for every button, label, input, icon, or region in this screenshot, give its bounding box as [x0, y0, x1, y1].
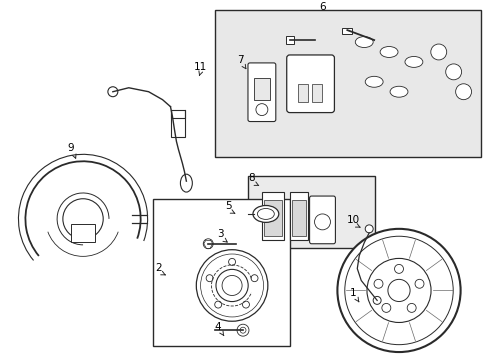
- Bar: [311, 84, 321, 102]
- Ellipse shape: [379, 46, 397, 58]
- Text: 7: 7: [236, 55, 243, 65]
- Circle shape: [381, 303, 390, 312]
- Circle shape: [237, 324, 248, 336]
- Circle shape: [445, 64, 461, 80]
- Ellipse shape: [404, 57, 422, 67]
- Circle shape: [228, 258, 235, 265]
- Ellipse shape: [365, 76, 382, 87]
- Circle shape: [216, 269, 248, 302]
- Circle shape: [63, 199, 103, 239]
- Circle shape: [365, 225, 372, 233]
- Circle shape: [366, 258, 430, 323]
- Text: 4: 4: [214, 322, 221, 332]
- Bar: [171, 109, 185, 138]
- Circle shape: [314, 214, 330, 230]
- Ellipse shape: [355, 37, 372, 48]
- Bar: [215, 10, 481, 157]
- Text: 9: 9: [68, 143, 74, 153]
- Circle shape: [337, 229, 460, 352]
- Text: 10: 10: [346, 215, 359, 225]
- Text: 1: 1: [349, 288, 356, 298]
- Text: 2: 2: [155, 262, 162, 273]
- Circle shape: [387, 279, 409, 302]
- Circle shape: [250, 275, 258, 282]
- Ellipse shape: [180, 174, 192, 192]
- Circle shape: [344, 236, 452, 345]
- Circle shape: [222, 275, 242, 296]
- Circle shape: [240, 327, 245, 333]
- Circle shape: [200, 254, 263, 317]
- Circle shape: [394, 264, 403, 273]
- Circle shape: [203, 239, 213, 249]
- Bar: [152, 199, 289, 346]
- Circle shape: [196, 250, 267, 321]
- Circle shape: [255, 104, 267, 116]
- Bar: [291, 200, 305, 236]
- Circle shape: [455, 84, 470, 100]
- Bar: [342, 28, 351, 34]
- Bar: [289, 192, 307, 240]
- Circle shape: [372, 296, 380, 304]
- Circle shape: [108, 87, 118, 97]
- Bar: [71, 224, 95, 242]
- Circle shape: [373, 279, 382, 288]
- FancyBboxPatch shape: [286, 55, 334, 113]
- Circle shape: [407, 303, 415, 312]
- Bar: [297, 84, 307, 102]
- Text: 5: 5: [224, 201, 231, 211]
- Circle shape: [414, 279, 423, 288]
- Text: 11: 11: [193, 62, 206, 72]
- Ellipse shape: [257, 208, 274, 219]
- Ellipse shape: [389, 86, 407, 97]
- Circle shape: [430, 44, 446, 60]
- FancyBboxPatch shape: [309, 196, 335, 244]
- Bar: [262, 192, 283, 240]
- Circle shape: [214, 301, 221, 308]
- Text: 6: 6: [319, 2, 325, 12]
- Text: 8: 8: [248, 173, 255, 183]
- Circle shape: [242, 301, 249, 308]
- FancyBboxPatch shape: [247, 63, 275, 122]
- Ellipse shape: [252, 206, 278, 222]
- Text: 3: 3: [216, 229, 223, 239]
- Bar: [253, 78, 269, 100]
- Circle shape: [206, 275, 213, 282]
- Bar: [285, 36, 293, 44]
- Bar: [247, 176, 374, 248]
- Bar: [264, 200, 281, 236]
